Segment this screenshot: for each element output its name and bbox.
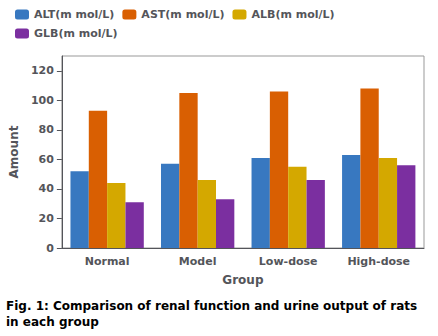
- svg-text:GLB(m mol/L): GLB(m mol/L): [34, 27, 118, 40]
- svg-text:60: 60: [39, 153, 55, 166]
- svg-text:Model: Model: [179, 255, 217, 268]
- svg-text:in each group: in each group: [6, 315, 99, 329]
- svg-text:Fig. 1: Comparison of renal fu: Fig. 1: Comparison of renal function and…: [6, 299, 417, 313]
- svg-text:High-dose: High-dose: [347, 255, 410, 268]
- svg-text:40: 40: [39, 182, 55, 195]
- svg-text:Low-dose: Low-dose: [259, 255, 318, 268]
- svg-text:20: 20: [39, 212, 55, 225]
- svg-text:0: 0: [46, 242, 54, 255]
- svg-text:AST(m mol/L): AST(m mol/L): [141, 8, 224, 21]
- svg-text:ALT(m mol/L): ALT(m mol/L): [34, 8, 114, 21]
- svg-text:120: 120: [31, 64, 54, 77]
- svg-text:Normal: Normal: [85, 255, 130, 268]
- svg-text:Group: Group: [222, 273, 264, 287]
- svg-text:80: 80: [39, 123, 55, 136]
- svg-text:ALB(m mol/L): ALB(m mol/L): [251, 8, 334, 21]
- svg-text:100: 100: [31, 94, 54, 107]
- svg-text:Amount: Amount: [7, 125, 21, 178]
